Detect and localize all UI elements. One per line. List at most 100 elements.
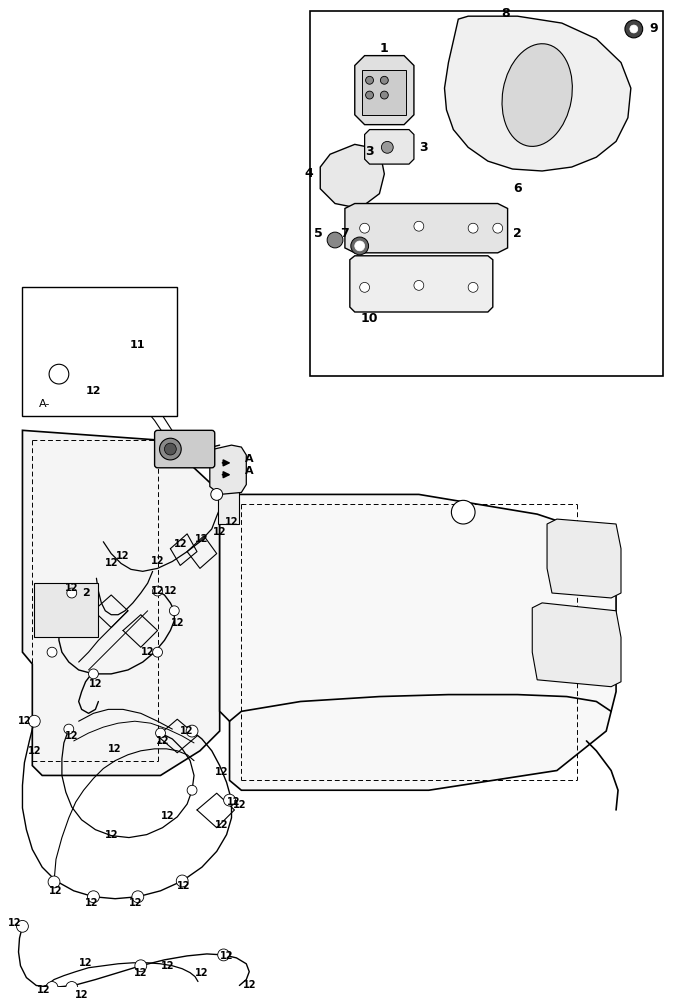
Circle shape bbox=[176, 875, 188, 887]
Polygon shape bbox=[320, 144, 385, 208]
Polygon shape bbox=[22, 430, 220, 775]
Polygon shape bbox=[532, 603, 621, 687]
Text: 12: 12 bbox=[215, 820, 228, 830]
Text: 6: 6 bbox=[513, 182, 522, 195]
Polygon shape bbox=[355, 56, 414, 125]
Circle shape bbox=[414, 280, 424, 290]
Circle shape bbox=[64, 724, 74, 734]
Text: 12: 12 bbox=[177, 881, 191, 891]
Text: 11: 11 bbox=[130, 340, 145, 350]
Circle shape bbox=[211, 489, 222, 500]
Circle shape bbox=[381, 141, 393, 153]
Text: 12: 12 bbox=[65, 583, 78, 593]
Circle shape bbox=[16, 920, 28, 932]
Circle shape bbox=[468, 223, 478, 233]
Circle shape bbox=[224, 794, 235, 806]
Circle shape bbox=[153, 647, 162, 657]
Circle shape bbox=[186, 725, 198, 737]
Text: 12: 12 bbox=[141, 647, 154, 657]
Ellipse shape bbox=[502, 44, 573, 146]
Polygon shape bbox=[210, 445, 246, 494]
Text: 12: 12 bbox=[108, 744, 122, 754]
Circle shape bbox=[155, 728, 166, 738]
Polygon shape bbox=[445, 16, 631, 171]
Bar bbox=[310, 11, 663, 376]
Text: 12: 12 bbox=[243, 980, 256, 990]
Text: 12: 12 bbox=[220, 951, 233, 961]
Bar bbox=[362, 70, 406, 115]
Circle shape bbox=[351, 237, 368, 255]
Circle shape bbox=[381, 76, 388, 84]
Text: 9: 9 bbox=[649, 22, 658, 35]
Text: 12: 12 bbox=[116, 551, 130, 561]
Circle shape bbox=[187, 785, 197, 795]
Circle shape bbox=[160, 438, 181, 460]
Text: 12: 12 bbox=[86, 386, 101, 396]
Text: A-: A- bbox=[39, 399, 50, 409]
Polygon shape bbox=[350, 256, 493, 312]
Circle shape bbox=[630, 25, 637, 33]
Text: 8: 8 bbox=[502, 7, 510, 20]
Text: 12: 12 bbox=[8, 918, 22, 928]
Circle shape bbox=[28, 715, 40, 727]
Text: 12: 12 bbox=[195, 534, 209, 544]
Circle shape bbox=[355, 241, 364, 251]
Text: 12: 12 bbox=[224, 517, 238, 527]
Text: 10: 10 bbox=[361, 312, 379, 325]
Text: 7: 7 bbox=[341, 227, 349, 240]
Text: 12: 12 bbox=[105, 830, 118, 840]
Polygon shape bbox=[364, 130, 414, 164]
Text: 12: 12 bbox=[161, 961, 174, 971]
Text: 12: 12 bbox=[65, 731, 78, 741]
Text: A: A bbox=[245, 454, 254, 464]
Circle shape bbox=[164, 443, 176, 455]
Text: 12: 12 bbox=[151, 586, 164, 596]
Circle shape bbox=[132, 891, 144, 903]
Text: 12: 12 bbox=[213, 527, 226, 537]
Text: 3: 3 bbox=[420, 141, 428, 154]
Circle shape bbox=[47, 647, 57, 657]
Text: 12: 12 bbox=[170, 618, 184, 628]
Text: 12: 12 bbox=[18, 716, 31, 726]
Circle shape bbox=[170, 606, 179, 616]
Text: 12: 12 bbox=[75, 990, 89, 1000]
Circle shape bbox=[468, 282, 478, 292]
Circle shape bbox=[493, 223, 503, 233]
Circle shape bbox=[67, 588, 76, 598]
Text: 4: 4 bbox=[304, 167, 313, 180]
Text: 12: 12 bbox=[84, 898, 98, 908]
Text: 2: 2 bbox=[82, 588, 89, 598]
Circle shape bbox=[360, 282, 370, 292]
Polygon shape bbox=[345, 204, 508, 253]
Text: A: A bbox=[245, 466, 254, 476]
Text: 12: 12 bbox=[79, 958, 93, 968]
Bar bbox=[22, 287, 177, 416]
Text: 5: 5 bbox=[314, 227, 322, 240]
Circle shape bbox=[625, 20, 643, 38]
Circle shape bbox=[66, 982, 78, 993]
Text: 12: 12 bbox=[161, 811, 174, 821]
Text: 12: 12 bbox=[180, 726, 194, 736]
Text: 12: 12 bbox=[151, 556, 164, 566]
Text: 12: 12 bbox=[195, 968, 209, 978]
Circle shape bbox=[327, 232, 343, 248]
Circle shape bbox=[153, 586, 162, 596]
Circle shape bbox=[360, 223, 370, 233]
Circle shape bbox=[414, 221, 424, 231]
Text: 12: 12 bbox=[174, 539, 187, 549]
Circle shape bbox=[89, 669, 99, 679]
Text: 12: 12 bbox=[37, 985, 51, 995]
Polygon shape bbox=[547, 519, 621, 598]
Text: 12: 12 bbox=[164, 586, 177, 596]
Circle shape bbox=[46, 982, 58, 993]
Text: 3: 3 bbox=[365, 145, 374, 158]
Text: 12: 12 bbox=[233, 800, 246, 810]
Circle shape bbox=[381, 91, 388, 99]
Circle shape bbox=[48, 876, 60, 888]
Circle shape bbox=[366, 91, 374, 99]
Text: 12: 12 bbox=[129, 898, 143, 908]
Polygon shape bbox=[220, 494, 616, 790]
Text: 1: 1 bbox=[380, 42, 389, 55]
Text: 12: 12 bbox=[226, 797, 240, 807]
Text: 12: 12 bbox=[89, 679, 102, 689]
